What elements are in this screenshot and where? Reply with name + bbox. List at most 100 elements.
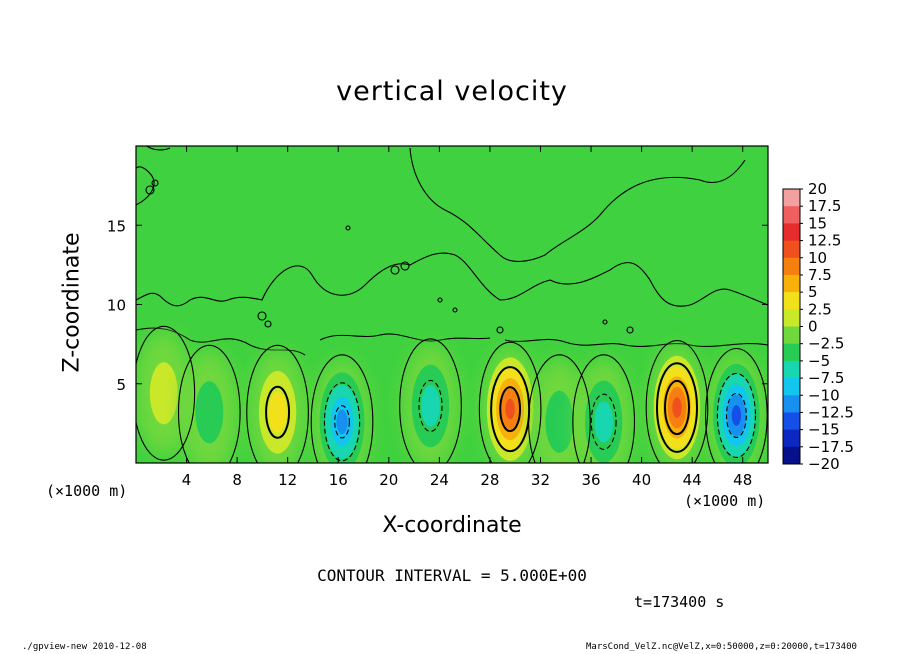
cell-band bbox=[149, 362, 178, 425]
colorbar-swatch bbox=[783, 446, 800, 465]
zero-contour bbox=[645, 340, 709, 463]
cell-band bbox=[268, 391, 287, 433]
colorbar-swatch bbox=[783, 360, 800, 379]
cell-10 bbox=[708, 353, 765, 463]
contour-line bbox=[725, 392, 747, 439]
x-unit-label-left: (×1000 m) bbox=[46, 482, 128, 500]
x-tick-label: 20 bbox=[379, 471, 398, 489]
colorbar-label: 5 bbox=[808, 283, 818, 301]
x-axis-ticks: 4 8 12 16 20 24 28 32 36 40 44 48 bbox=[182, 146, 752, 489]
cell-4 bbox=[314, 359, 371, 463]
cell-8 bbox=[575, 359, 632, 463]
zero-contour bbox=[136, 325, 196, 461]
footer-left: ./gpview-new 2010-12-08 bbox=[22, 642, 147, 652]
colorbar-label: −17.5 bbox=[808, 438, 854, 456]
colorbar-label: −5 bbox=[808, 352, 830, 370]
cell-3 bbox=[249, 350, 306, 463]
cell-band bbox=[594, 401, 613, 443]
x-tick-label: 32 bbox=[531, 471, 550, 489]
y-tick-label: 15 bbox=[107, 217, 126, 235]
x-tick-label: 12 bbox=[278, 471, 297, 489]
colorbar-swatch bbox=[783, 309, 800, 327]
contour-line bbox=[716, 372, 756, 459]
x-tick-label: 28 bbox=[480, 471, 499, 489]
x-tick-label: 4 bbox=[182, 471, 192, 489]
x-unit-label-right: (×1000 m) bbox=[684, 492, 766, 510]
zero-contour bbox=[310, 354, 374, 463]
x-tick-label: 36 bbox=[581, 471, 600, 489]
zero-contour bbox=[177, 344, 241, 463]
contour-line bbox=[499, 386, 522, 433]
zero-contour bbox=[478, 341, 542, 463]
cell-band bbox=[731, 405, 742, 426]
colorbar-label: −7.5 bbox=[808, 369, 844, 387]
colorbar-label: −10 bbox=[808, 386, 840, 404]
zero-contour bbox=[528, 354, 591, 463]
contour-line bbox=[655, 362, 698, 453]
x-tick-label: 48 bbox=[733, 471, 752, 489]
colorbar-label: 15 bbox=[808, 214, 827, 232]
contour-line bbox=[663, 379, 690, 436]
colorbar-label: 10 bbox=[808, 249, 827, 267]
colorbar-label: 20 bbox=[808, 180, 827, 198]
colorbar-swatch bbox=[783, 189, 800, 207]
colorbar-label: 12.5 bbox=[808, 232, 841, 250]
colorbar-swatch bbox=[783, 343, 800, 362]
cell-6 bbox=[482, 347, 539, 463]
colorbar-label: 17.5 bbox=[808, 197, 841, 215]
cell-5 bbox=[402, 343, 459, 463]
footer-right: MarsCond_VelZ.nc@VelZ,x=0:50000,z=0:2000… bbox=[586, 642, 857, 652]
colorbar-label: 2.5 bbox=[808, 300, 832, 318]
contour-line bbox=[590, 393, 617, 450]
x-tick-label: 44 bbox=[683, 471, 702, 489]
colorbar-swatch bbox=[783, 240, 800, 259]
y-tick-label: 5 bbox=[116, 376, 126, 394]
cell-band bbox=[421, 385, 440, 427]
time-stamp: t=173400 s bbox=[634, 593, 725, 611]
cell-2 bbox=[181, 350, 238, 463]
cell-1 bbox=[136, 331, 192, 456]
colorbar-swatch bbox=[783, 429, 800, 448]
y-axis-label: Z-coordinate bbox=[59, 232, 85, 373]
colorbar: 2017.51512.5107.552.50−2.5−5−7.5−10−12.5… bbox=[782, 180, 854, 473]
contour-line bbox=[265, 385, 291, 439]
contour-line bbox=[334, 405, 350, 439]
cell-band bbox=[336, 409, 348, 435]
zero-contour bbox=[246, 344, 309, 463]
chart-title: vertical velocity bbox=[336, 76, 568, 107]
colorbar-swatch bbox=[783, 206, 800, 224]
colorbar-swatch bbox=[783, 395, 800, 413]
upper-noise bbox=[136, 146, 768, 401]
y-axis-ticks: 5 10 15 bbox=[107, 217, 768, 394]
contour-line bbox=[323, 382, 361, 462]
colorbar-label: −15 bbox=[808, 421, 840, 439]
colorbar-swatch bbox=[783, 274, 800, 293]
colorbar-swatch bbox=[783, 292, 800, 310]
colorbar-swatch bbox=[783, 223, 800, 242]
cell-band bbox=[672, 397, 682, 418]
velocity-field bbox=[136, 146, 768, 463]
zero-contour bbox=[705, 347, 768, 463]
cell-band bbox=[195, 381, 224, 444]
cell-band bbox=[505, 398, 515, 420]
zero-contour bbox=[572, 354, 636, 463]
colorbar-label: −12.5 bbox=[808, 403, 854, 421]
cell-band bbox=[545, 390, 574, 453]
x-tick-label: 16 bbox=[329, 471, 348, 489]
colorbar-label: 7.5 bbox=[808, 266, 832, 284]
colorbar-swatch bbox=[783, 257, 800, 276]
x-tick-label: 8 bbox=[232, 471, 242, 489]
cell-contours bbox=[136, 325, 768, 463]
colorbar-label: 0 bbox=[808, 318, 818, 336]
x-tick-label: 40 bbox=[632, 471, 651, 489]
x-tick-label: 24 bbox=[430, 471, 449, 489]
colorbar-label: −2.5 bbox=[808, 335, 844, 353]
colorbar-label: −20 bbox=[808, 455, 840, 473]
contour-line bbox=[418, 379, 443, 432]
zero-contour bbox=[399, 338, 462, 463]
colorbar-swatch bbox=[783, 326, 800, 345]
colorbar-swatch bbox=[783, 378, 800, 396]
x-axis-label: X-coordinate bbox=[382, 513, 522, 538]
convection-cells bbox=[136, 331, 765, 463]
